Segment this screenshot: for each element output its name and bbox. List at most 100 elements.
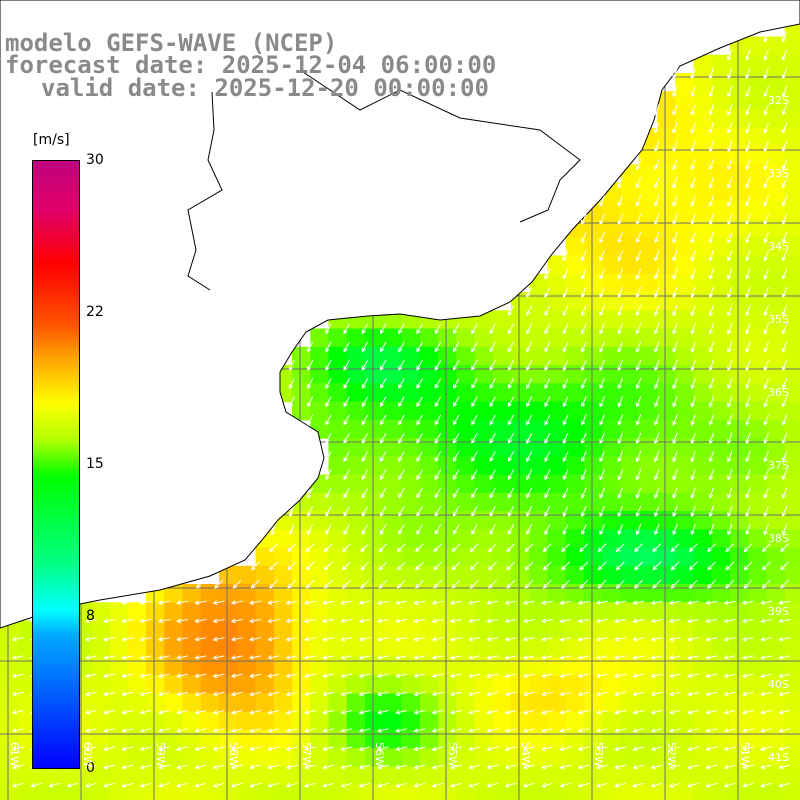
wind-arrow (325, 505, 332, 517)
wind-arrow (395, 636, 407, 642)
wind-cell (328, 675, 348, 695)
wind-cell (638, 365, 658, 384)
wind-arrow (690, 122, 696, 134)
wind-cell (711, 73, 731, 92)
wind-cell (18, 766, 38, 786)
wind-arrow (562, 341, 569, 353)
wind-cell (784, 310, 800, 330)
wind-arrow (416, 487, 423, 499)
wind-cell (638, 748, 658, 768)
wind-arrow (727, 158, 733, 171)
wind-cell (584, 730, 603, 749)
wind-cell (401, 584, 421, 603)
wind-arrow (523, 782, 535, 788)
wind-cell (748, 237, 768, 257)
wind-cell (711, 766, 731, 786)
wind-cell (657, 91, 676, 111)
wind-arrow (415, 561, 424, 571)
wind-cell (784, 456, 800, 476)
wind-arrow (323, 579, 333, 589)
wind-arrow (489, 359, 496, 371)
wind-arrow (745, 67, 751, 80)
wind-arrow (763, 31, 769, 43)
wind-cell (784, 146, 800, 165)
wind-cell (748, 565, 768, 585)
wind-cell (383, 365, 403, 384)
wind-arrow (526, 359, 533, 371)
lat-label: 39S (768, 605, 789, 618)
wind-cell (730, 73, 749, 92)
wind-arrow (434, 323, 442, 335)
wind-cell (328, 584, 348, 603)
wind-arrow (562, 469, 569, 481)
wind-cell (91, 602, 111, 622)
wind-cell (346, 346, 366, 366)
wind-cell (456, 675, 476, 695)
wind-cell (146, 638, 165, 658)
wind-arrow (595, 673, 608, 678)
wind-cell (310, 383, 330, 403)
wind-arrow (763, 195, 769, 207)
wind-arrow (727, 268, 733, 280)
wind-arrow (486, 709, 499, 715)
wind-cell (565, 255, 585, 275)
wind-arrow (668, 600, 681, 605)
wind-arrow (249, 709, 262, 715)
wind-cell (273, 730, 293, 749)
wind-arrow (580, 305, 587, 317)
wind-cell (328, 456, 348, 476)
wind-cell (273, 529, 293, 549)
wind-arrow (562, 359, 569, 371)
wind-cell (693, 164, 713, 184)
wind-cell (310, 748, 330, 768)
wind-cell (784, 766, 800, 786)
wind-cell (693, 383, 713, 403)
wind-arrow (760, 728, 772, 733)
wind-arrow (504, 782, 517, 788)
wind-cell (346, 511, 366, 530)
wind-arrow (781, 286, 788, 299)
wind-cell (310, 328, 330, 348)
wind-cell (547, 711, 567, 731)
wind-cell (602, 383, 622, 403)
wind-arrow (398, 378, 405, 389)
wind-arrow (562, 524, 569, 536)
wind-arrow (687, 764, 699, 770)
wind-cell (766, 365, 786, 384)
wind-cell (693, 693, 713, 713)
wind-arrow (103, 618, 115, 624)
wind-arrow (708, 231, 715, 244)
wind-cell (584, 711, 603, 731)
wind-cell (565, 748, 585, 768)
wind-arrow (158, 782, 170, 788)
wind-arrow (361, 432, 369, 444)
wind-arrow (468, 673, 481, 678)
wind-cell (419, 438, 439, 457)
wind-cell (784, 365, 800, 384)
wind-cell (638, 620, 658, 640)
wind-arrow (727, 85, 733, 98)
wind-cell (584, 675, 603, 695)
wind-arrow (434, 359, 442, 371)
wind-cell (182, 711, 202, 731)
wind-arrow (617, 195, 624, 207)
wind-cell (657, 255, 676, 275)
wind-arrow (416, 396, 423, 408)
wind-arrow (562, 451, 569, 463)
wind-arrow (488, 561, 497, 571)
wind-arrow (690, 505, 696, 518)
wind-cell (730, 492, 749, 512)
wind-arrow (727, 341, 733, 353)
wind-cell (784, 219, 800, 238)
wind-arrow (745, 505, 751, 518)
wind-arrow (486, 636, 499, 642)
wind-arrow (176, 746, 188, 752)
wind-arrow (416, 378, 423, 389)
wind-cell (693, 438, 713, 457)
wind-arrow (267, 782, 280, 788)
wind-cell (182, 693, 202, 713)
wind-cell (273, 565, 293, 585)
wind-arrow (708, 432, 715, 445)
wind-cell (511, 547, 530, 567)
wind-cell (657, 292, 676, 311)
